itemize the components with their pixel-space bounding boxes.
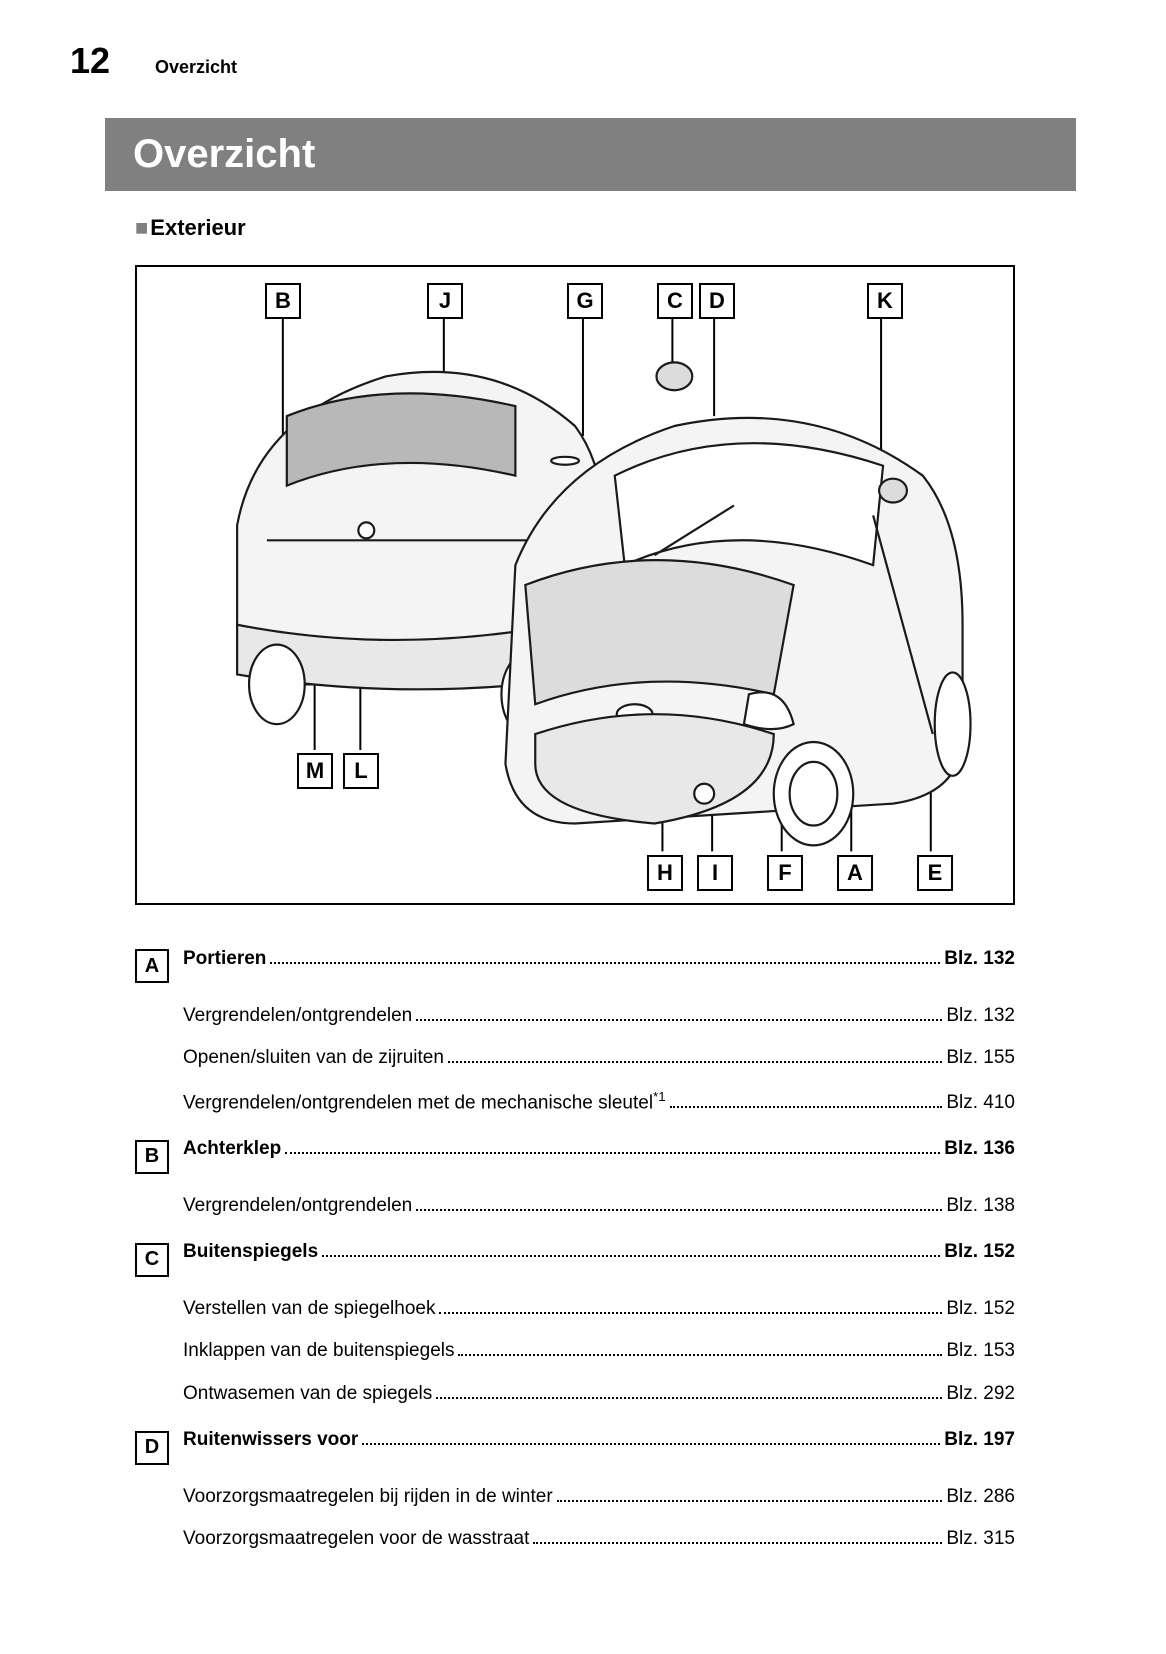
- toc-section-a: APortierenBlz. 132Vergrendelen/ontgrende…: [135, 945, 1015, 1117]
- toc-page-ref: Blz. 138: [946, 1192, 1015, 1221]
- toc-sub-label: Vergrendelen/ontgrendelen: [183, 1192, 412, 1221]
- toc-page-ref: Blz. 286: [946, 1483, 1015, 1512]
- diagram-label-d: D: [699, 283, 735, 319]
- toc-sub-line: Verstellen van de spiegelhoek Blz. 152: [135, 1295, 1015, 1324]
- toc-sub-label: Ontwasemen van de spiegels: [183, 1380, 432, 1409]
- toc-dots: [670, 1089, 943, 1108]
- toc-title: Ruitenwissers voor: [183, 1426, 358, 1455]
- diagram-label-b: B: [265, 283, 301, 319]
- toc-dots: [270, 945, 940, 964]
- page-header: 12 Overzicht: [70, 40, 1076, 82]
- diagram-label-g: G: [567, 283, 603, 319]
- diagram-label-c: C: [657, 283, 693, 319]
- toc-dots: [436, 1380, 942, 1399]
- toc-page-ref: Blz. 152: [946, 1295, 1015, 1324]
- toc-page-ref: Blz. 136: [944, 1135, 1015, 1164]
- toc-letter-box: D: [135, 1431, 169, 1465]
- square-marker-icon: ■: [135, 215, 148, 240]
- toc-dots: [458, 1337, 942, 1356]
- toc: APortierenBlz. 132Vergrendelen/ontgrende…: [135, 945, 1015, 1554]
- toc-page-ref: Blz. 410: [946, 1089, 1015, 1118]
- diagram-label-h: H: [647, 855, 683, 891]
- page-number: 12: [70, 40, 155, 82]
- toc-dots: [439, 1295, 942, 1314]
- toc-sub-label: Verstellen van de spiegelhoek: [183, 1295, 435, 1324]
- toc-page-ref: Blz. 132: [946, 1002, 1015, 1031]
- toc-heading: D Ruitenwissers voor Blz. 197: [135, 1426, 1015, 1469]
- section-subheading: ■Exterieur: [135, 215, 1076, 241]
- toc-sub-line: Openen/sluiten van de zijruiten Blz. 155: [135, 1044, 1015, 1073]
- toc-title: Achterklep: [183, 1135, 281, 1164]
- toc-page-ref: Blz. 152: [944, 1238, 1015, 1267]
- toc-heading: B Achterklep Blz. 136: [135, 1135, 1015, 1178]
- footnote-marker: *1: [653, 1089, 666, 1104]
- toc-sub-label: Voorzorgsmaatregelen bij rijden in de wi…: [183, 1483, 553, 1512]
- toc-sub-label: Openen/sluiten van de zijruiten: [183, 1044, 444, 1073]
- toc-section-b: B Achterklep Blz. 136 Vergrendelen/ontgrend…: [135, 1135, 1015, 1220]
- toc-dots: [416, 1192, 942, 1211]
- toc-sub-label: Voorzorgsmaatregelen voor de wasstraat: [183, 1525, 529, 1554]
- toc-dots: [533, 1525, 942, 1544]
- toc-head-line: Achterklep Blz. 136: [183, 1135, 1015, 1164]
- toc-sub-line: Voorzorgsmaatregelen voor de wasstraat Bl…: [135, 1525, 1015, 1554]
- diagram-label-a: A: [837, 855, 873, 891]
- diagram-label-i: I: [697, 855, 733, 891]
- toc-heading: C Buitenspiegels Blz. 152: [135, 1238, 1015, 1281]
- diagram-label-k: K: [867, 283, 903, 319]
- toc-section-c: CBuitenspiegelsBlz. 152Verstellen van de…: [135, 1238, 1015, 1408]
- toc-head-line: Ruitenwissers voor Blz. 197: [183, 1426, 1015, 1455]
- toc-sub-label: Vergrendelen/ontgrendelen: [183, 1002, 412, 1031]
- toc-sub-label: Vergrendelen/ontgrendelen met de mechani…: [183, 1087, 666, 1118]
- toc-sub-line: Vergrendelen/ontgrendelen Blz. 138: [135, 1192, 1015, 1221]
- toc-sub-line: Vergrendelen/ontgrendelen met de mechani…: [135, 1087, 1015, 1118]
- toc-page-ref: Blz. 153: [946, 1337, 1015, 1366]
- toc-dots: [557, 1483, 943, 1502]
- exterior-diagram: B J G CD K ML HIFA E: [135, 265, 1015, 905]
- toc-title: Buitenspiegels: [183, 1238, 318, 1267]
- toc-page-ref: Blz. 155: [946, 1044, 1015, 1073]
- toc-page-ref: Blz. 132: [944, 945, 1015, 974]
- toc-dots: [362, 1426, 940, 1445]
- breadcrumb: Overzicht: [155, 57, 237, 78]
- toc-letter-box: C: [135, 1243, 169, 1277]
- toc-dots: [322, 1238, 940, 1257]
- car-illustration: [137, 267, 1013, 903]
- toc-dots: [448, 1044, 942, 1063]
- diagram-label-e: E: [917, 855, 953, 891]
- toc-sub-line: Inklappen van de buitenspiegels Blz. 153: [135, 1337, 1015, 1366]
- toc-head-line: Portieren Blz. 132: [183, 945, 1015, 974]
- diagram-label-m: M: [297, 753, 333, 789]
- toc-title: Portieren: [183, 945, 266, 974]
- diagram-label-l: L: [343, 753, 379, 789]
- toc-heading: A Portieren Blz. 132: [135, 945, 1015, 988]
- toc-section-d: D Ruitenwissers voor Blz. 197 Voorzorgsmaat…: [135, 1426, 1015, 1554]
- subheading-text: Exterieur: [150, 215, 245, 240]
- toc-sub-line: Voorzorgsmaatregelen bij rijden in de wi…: [135, 1483, 1015, 1512]
- page-root: 12 Overzicht Overzicht ■Exterieur: [0, 0, 1166, 1612]
- toc-letter-box: B: [135, 1140, 169, 1174]
- diagram-label-j: J: [427, 283, 463, 319]
- diagram-label-f: F: [767, 855, 803, 891]
- toc-dots: [416, 1002, 942, 1021]
- toc-page-ref: Blz. 315: [946, 1525, 1015, 1554]
- toc-head-line: Buitenspiegels Blz. 152: [183, 1238, 1015, 1267]
- page-title: Overzicht: [105, 118, 1076, 191]
- toc-letter-box: A: [135, 949, 169, 983]
- toc-sub-line: Vergrendelen/ontgrendelen Blz. 132: [135, 1002, 1015, 1031]
- toc-page-ref: Blz. 197: [944, 1426, 1015, 1455]
- toc-page-ref: Blz. 292: [946, 1380, 1015, 1409]
- toc-sub-line: Ontwasemen van de spiegels Blz. 292: [135, 1380, 1015, 1409]
- toc-dots: [285, 1135, 940, 1154]
- toc-sub-label: Inklappen van de buitenspiegels: [183, 1337, 454, 1366]
